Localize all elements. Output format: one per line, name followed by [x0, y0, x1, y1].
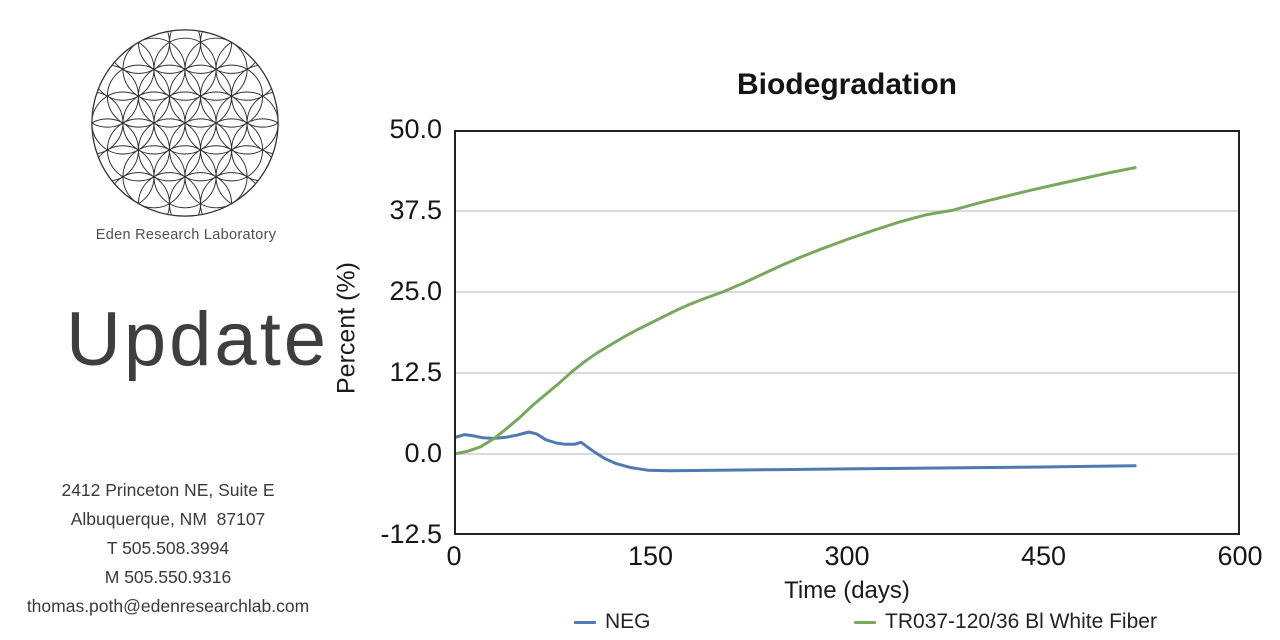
y-tick: 25.0	[389, 276, 442, 306]
plot-border	[454, 130, 1240, 535]
x-axis-label: Time (days)	[784, 577, 910, 604]
series-line-0	[454, 430, 1137, 473]
email-address: thomas.poth@edenresearchlab.com	[26, 596, 310, 616]
legend-swatch-tr037-icon	[854, 620, 876, 624]
flower-of-life-logo-icon	[91, 29, 279, 217]
headline-update: Update	[66, 297, 330, 382]
x-tick: 150	[627, 541, 674, 571]
legend-swatch-neg-icon	[574, 620, 596, 624]
x-tick: 300	[824, 541, 870, 571]
series-line-1	[454, 166, 1137, 456]
org-name: Eden Research Laboratory	[95, 227, 277, 243]
y-tick: 0.0	[404, 438, 442, 468]
chart-title: Biodegradation	[736, 68, 957, 101]
x-tick: 600	[1217, 541, 1263, 571]
phone-m: M 505.550.9316	[104, 567, 232, 587]
legend-item-tr037: TR037-120/36 Bl White Fiber	[854, 609, 1157, 635]
x-tick: 450	[1020, 541, 1067, 571]
chart-plot-area	[454, 130, 1240, 535]
legend-item-neg: NEG	[574, 609, 651, 635]
address-street: 2412 Princeton NE, Suite E	[61, 480, 275, 500]
y-tick: 12.5	[389, 357, 442, 387]
y-tick: 50.0	[389, 114, 442, 144]
address-block: 2412 Princeton NE, Suite E Albuquerque, …	[0, 476, 336, 621]
y-tick: 37.5	[389, 195, 442, 225]
phone-t: T 505.508.3994	[106, 538, 230, 558]
x-tick: 0	[446, 541, 462, 571]
legend-label-neg: NEG	[605, 610, 651, 633]
legend-label-tr037: TR037-120/36 Bl White Fiber	[885, 610, 1157, 633]
y-tick: -12.5	[380, 519, 442, 549]
address-city: Albuquerque, NM 87107	[70, 509, 266, 529]
